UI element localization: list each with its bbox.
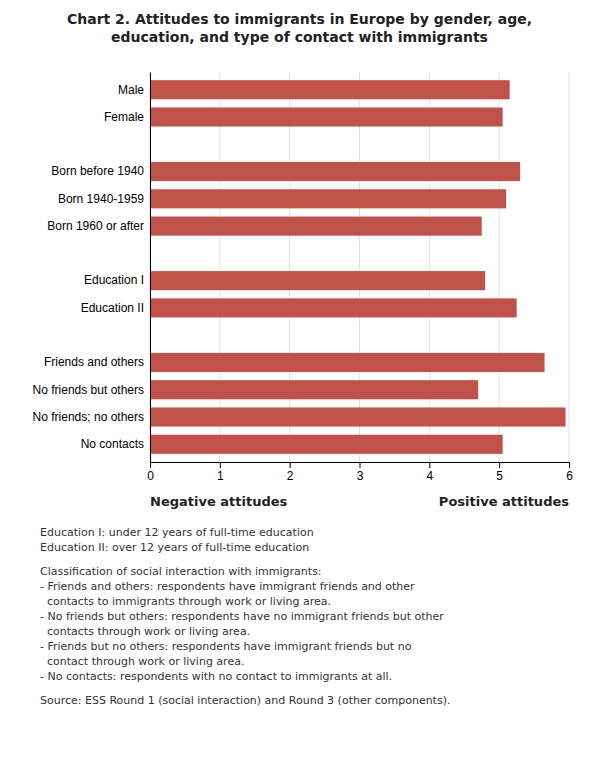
tick-mark — [150, 462, 151, 468]
bar — [150, 271, 485, 290]
tick: Born 1940-1959 — [58, 192, 144, 206]
grid-line — [219, 72, 220, 462]
tick-mark — [499, 462, 500, 468]
bar — [150, 162, 520, 181]
bar — [150, 80, 510, 99]
tick: No contacts — [81, 437, 144, 451]
tick: 6 — [566, 462, 573, 483]
bar — [150, 407, 566, 426]
annotation: - No friends but others: respondents hav… — [40, 610, 444, 623]
tick-label: 1 — [217, 469, 224, 483]
tick: Friends and others — [44, 355, 144, 369]
chart: Chart 2. Attitudes to immigrants in Euro… — [0, 0, 599, 761]
title-line: education, and type of contact with immi… — [111, 29, 488, 45]
tick: 2 — [287, 462, 294, 483]
tick-label: Friends and others — [44, 355, 144, 369]
tick-label: 0 — [147, 469, 154, 483]
title: Chart 2. Attitudes to immigrants in Euro… — [67, 11, 532, 45]
tick-label: Education II — [81, 301, 144, 315]
tick-label: Born 1960 or after — [47, 219, 144, 233]
tick: 5 — [496, 462, 503, 483]
y-axis: Male Female Born before 1940 Born 1940-1959… — [33, 73, 151, 463]
annotations: Education I: under 12 years of full-time… — [40, 526, 450, 707]
grid-line — [289, 72, 290, 462]
annotation: Education II: over 12 years of full-time… — [40, 541, 309, 554]
tick: 4 — [426, 462, 433, 483]
tick: No friends; no others — [33, 410, 144, 424]
axis-label: Positive attitudes — [439, 494, 569, 509]
annotation: - Friends but no others: respondents hav… — [40, 640, 412, 653]
tick-label: Male — [118, 83, 144, 97]
annotation: contacts to immigrants through work or l… — [40, 595, 331, 608]
tick: 0 — [147, 462, 154, 483]
grid-line — [359, 72, 360, 462]
tick: Male — [118, 83, 144, 97]
tick: No friends but others — [33, 383, 144, 397]
tick-label: Born before 1940 — [51, 164, 144, 178]
bar — [150, 353, 545, 372]
title-line: Chart 2. Attitudes to immigrants in Euro… — [67, 11, 532, 27]
bar — [150, 217, 482, 236]
tick: Born before 1940 — [51, 164, 144, 178]
tick: Education I — [84, 273, 144, 287]
tick-label: Born 1940-1959 — [58, 192, 144, 206]
x-axis: 0 1 2 3 4 5 6 — [147, 462, 573, 483]
bar — [150, 189, 506, 208]
tick-label: No friends; no others — [33, 410, 144, 424]
tick-label: 2 — [287, 469, 294, 483]
tick-label: No friends but others — [33, 383, 144, 397]
grid-line — [499, 72, 500, 462]
tick-mark — [360, 462, 361, 468]
grid-line — [150, 72, 151, 462]
bars — [150, 80, 566, 454]
tick-label: 3 — [357, 469, 364, 483]
axis-line — [151, 463, 570, 469]
annotation: contacts through work or living area. — [40, 625, 250, 638]
tick: Born 1960 or after — [47, 219, 144, 233]
annotation: contact through work or living area. — [40, 655, 244, 668]
bar — [150, 435, 503, 454]
tick-label: No contacts — [81, 437, 144, 451]
tick-label: 6 — [566, 469, 573, 483]
axis-line — [150, 73, 151, 463]
tick-label: 4 — [426, 469, 433, 483]
tick-label: 5 — [496, 469, 503, 483]
bar — [150, 298, 517, 317]
tick: Education II — [81, 301, 144, 315]
annotation: Source: ESS Round 1 (social interaction)… — [40, 694, 450, 707]
tick-mark — [569, 462, 570, 468]
tick: 3 — [357, 462, 364, 483]
axis-label: Negative attitudes — [150, 494, 288, 509]
tick-label: Female — [104, 110, 144, 124]
tick-label: Education I — [84, 273, 144, 287]
bar — [150, 107, 503, 126]
tick: Female — [104, 110, 144, 124]
annotation: Classification of social interaction wit… — [40, 565, 322, 578]
tick-mark — [429, 462, 430, 468]
grid-line — [429, 72, 430, 462]
annotation: - No contacts: respondents with no conta… — [40, 670, 392, 683]
tick-mark — [290, 462, 291, 468]
tick: 1 — [217, 462, 224, 483]
tick-mark — [220, 462, 221, 468]
annotation: Education I: under 12 years of full-time… — [40, 526, 314, 539]
annotation: - Friends and others: respondents have i… — [40, 580, 415, 593]
grid-line — [569, 72, 570, 462]
bar — [150, 380, 478, 399]
grid — [150, 72, 569, 462]
